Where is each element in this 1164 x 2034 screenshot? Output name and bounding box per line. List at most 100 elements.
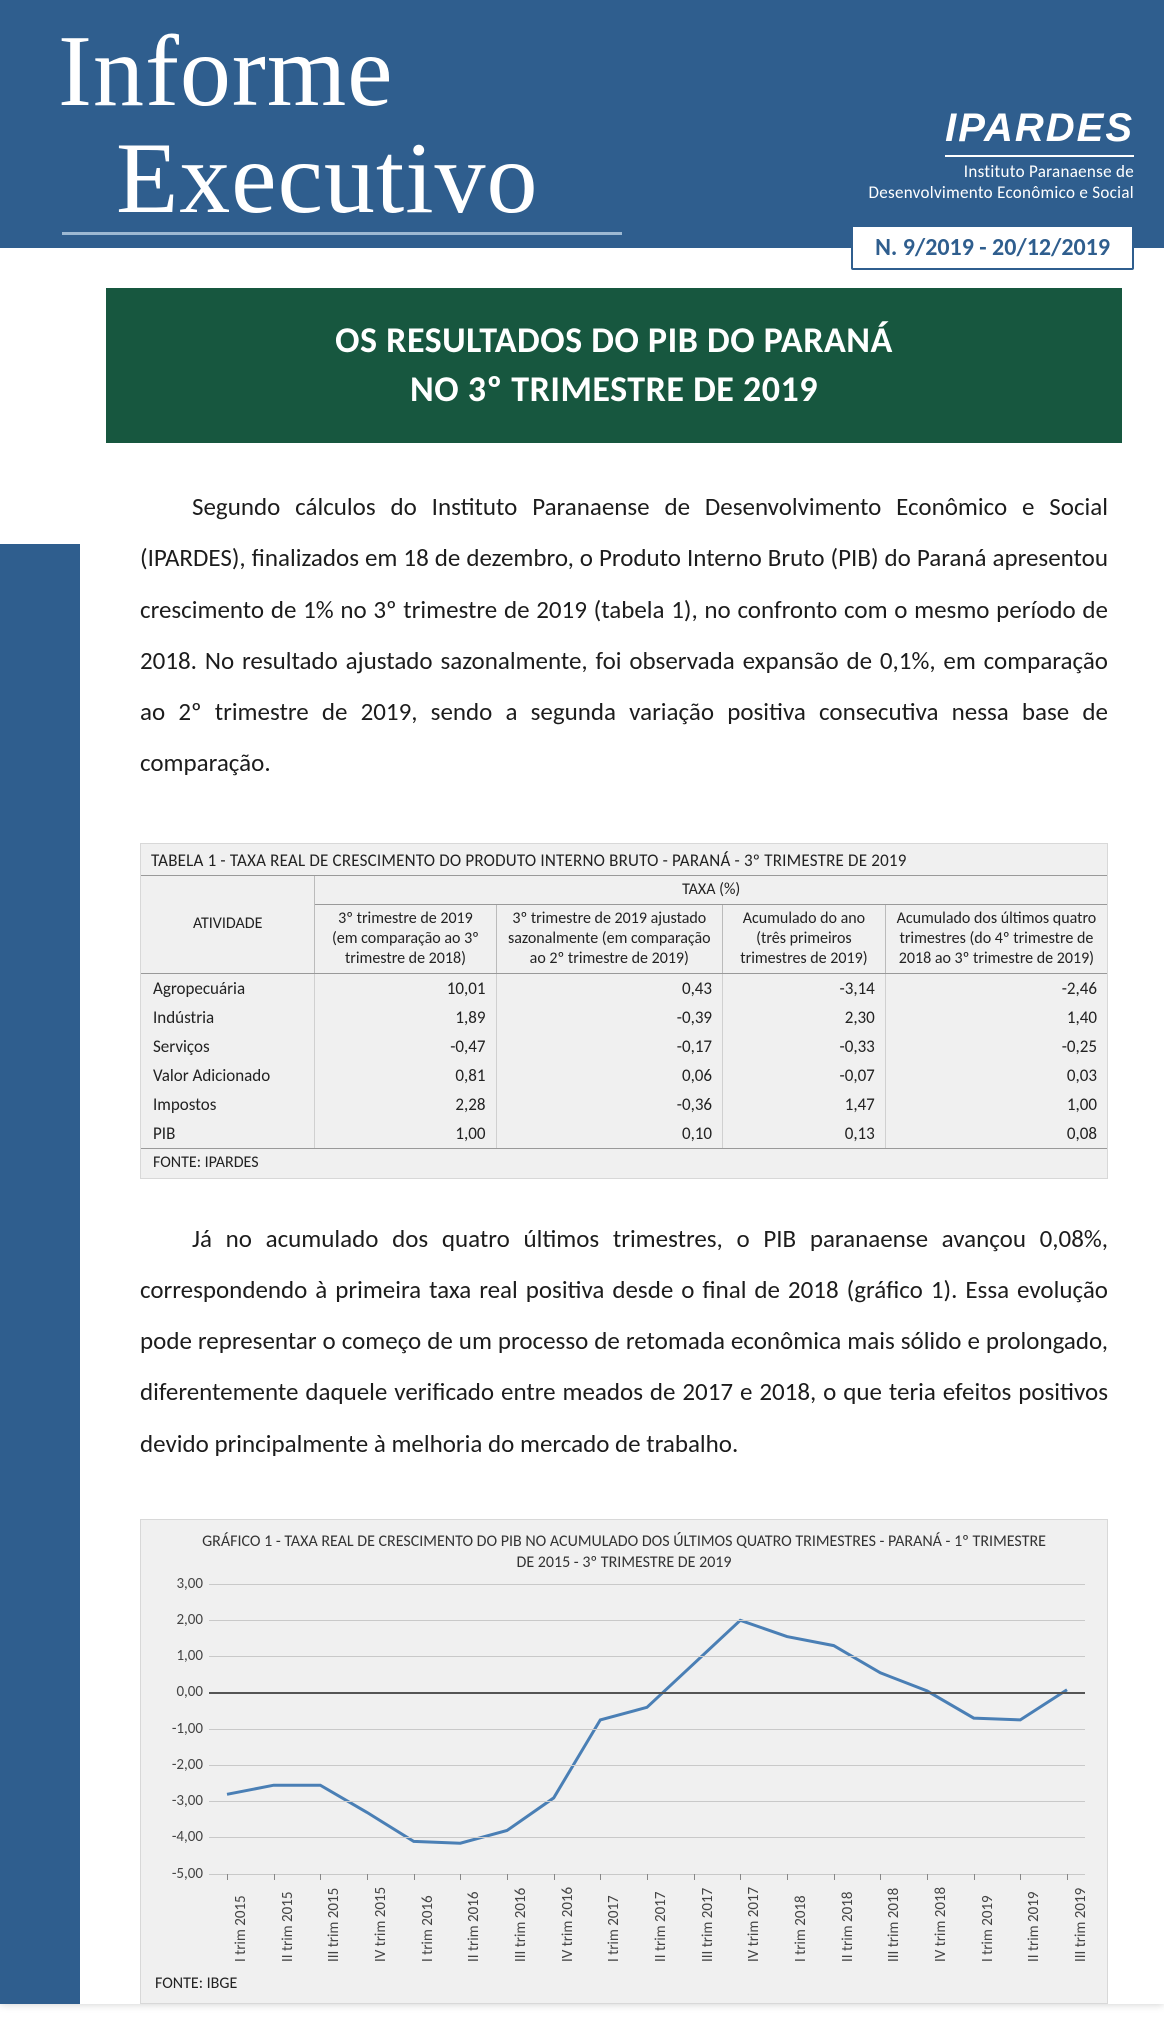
row-activity: Impostos bbox=[141, 1090, 315, 1119]
chart-y-label: -1,00 bbox=[157, 1720, 203, 1738]
chart-x-label: I trim 2018 bbox=[792, 1895, 796, 1962]
chart-x-tick bbox=[974, 1874, 975, 1880]
chart-series-line bbox=[227, 1620, 1067, 1843]
row-value: 0,03 bbox=[885, 1061, 1107, 1090]
row-value: -0,39 bbox=[496, 1003, 723, 1032]
chart-x-tick bbox=[554, 1874, 555, 1880]
th-group: TAXA (%) bbox=[315, 876, 1107, 905]
table-row: Valor Adicionado0,810,06-0,070,03 bbox=[141, 1061, 1107, 1090]
chart-x-axis: I trim 2015II trim 2015III trim 2015IV t… bbox=[209, 1874, 1085, 1966]
row-value: -0,25 bbox=[885, 1032, 1107, 1061]
row-value: 1,40 bbox=[885, 1003, 1107, 1032]
chart-x-tick bbox=[507, 1874, 508, 1880]
content: OS RESULTADOS DO PIB DO PARANÁ NO 3º TRI… bbox=[80, 288, 1164, 2004]
chart-source: FONTE: IBGE bbox=[155, 1966, 1093, 1993]
row-value: 2,30 bbox=[723, 1003, 886, 1032]
row-activity: Indústria bbox=[141, 1003, 315, 1032]
masthead-line1: Informe bbox=[58, 18, 539, 125]
row-value: -0,07 bbox=[723, 1061, 886, 1090]
chart-x-tick bbox=[274, 1874, 275, 1880]
th-col-3: Acumulado dos últimos quatro trimestres … bbox=[885, 904, 1107, 973]
page-title-line2: NO 3º TRIMESTRE DE 2019 bbox=[410, 367, 818, 411]
chart-y-label: 0,00 bbox=[157, 1683, 203, 1701]
chart-x-tick bbox=[414, 1874, 415, 1880]
chart-y-label: -3,00 bbox=[157, 1792, 203, 1810]
chart-x-label: II trim 2019 bbox=[1025, 1891, 1029, 1961]
chart-x-label: III trim 2019 bbox=[1072, 1887, 1076, 1961]
chart-1: GRÁFICO 1 - TAXA REAL DE CRESCIMENTO DO … bbox=[140, 1519, 1108, 2004]
table-row: PIB1,000,100,130,08 bbox=[141, 1119, 1107, 1149]
row-value: 2,28 bbox=[315, 1090, 496, 1119]
row-activity: Serviços bbox=[141, 1032, 315, 1061]
chart-x-tick bbox=[880, 1874, 881, 1880]
th-col-0: 3º trimestre de 2019 (em comparação ao 3… bbox=[315, 904, 496, 973]
row-activity: PIB bbox=[141, 1119, 315, 1149]
row-value: 1,00 bbox=[885, 1090, 1107, 1119]
row-value: -0,33 bbox=[723, 1032, 886, 1061]
row-value: 1,89 bbox=[315, 1003, 496, 1032]
chart-x-label: III trim 2016 bbox=[512, 1887, 516, 1961]
page-title-line1: OS RESULTADOS DO PIB DO PARANÁ bbox=[335, 318, 893, 362]
row-value: -0,17 bbox=[496, 1032, 723, 1061]
chart-x-tick bbox=[647, 1874, 648, 1880]
chart-y-label: 3,00 bbox=[157, 1575, 203, 1593]
chart-x-label: IV trim 2015 bbox=[372, 1886, 376, 1961]
body-paragraph-2: Já no acumulado dos quatro últimos trime… bbox=[140, 1213, 1108, 1469]
row-value: 0,81 bbox=[315, 1061, 496, 1090]
row-value: 0,06 bbox=[496, 1061, 723, 1090]
chart-x-label: IV trim 2016 bbox=[559, 1886, 563, 1961]
chart-x-label: I trim 2016 bbox=[419, 1895, 423, 1962]
chart-gridline bbox=[209, 1801, 1085, 1802]
body-paragraph-1-wrap: Segundo cálculos do Instituto Paranaense… bbox=[80, 443, 1164, 827]
chart-gridline bbox=[209, 1729, 1085, 1730]
masthead-underline bbox=[62, 232, 622, 235]
chart-gridline bbox=[209, 1656, 1085, 1657]
chart-x-label: I trim 2019 bbox=[979, 1895, 983, 1962]
row-value: -3,14 bbox=[723, 973, 886, 1003]
chart-x-tick bbox=[600, 1874, 601, 1880]
masthead-line2: Executivo bbox=[58, 125, 539, 232]
row-value: 0,10 bbox=[496, 1119, 723, 1149]
chart-x-tick bbox=[1067, 1874, 1068, 1880]
th-col-2: Acumulado do ano (três primeiros trimest… bbox=[723, 904, 886, 973]
chart-x-tick bbox=[740, 1874, 741, 1880]
chart-x-label: II trim 2018 bbox=[839, 1891, 843, 1961]
header: Informe Executivo IPARDES Instituto Para… bbox=[0, 0, 1164, 252]
masthead: Informe Executivo bbox=[58, 18, 539, 232]
row-value: -0,36 bbox=[496, 1090, 723, 1119]
body-paragraph-2-wrap: Já no acumulado dos quatro últimos trime… bbox=[80, 1191, 1164, 1507]
ipardes-sub1: Instituto Paranaense de bbox=[868, 161, 1134, 182]
table-row: Serviços-0,47-0,17-0,33-0,25 bbox=[141, 1032, 1107, 1061]
title-band: OS RESULTADOS DO PIB DO PARANÁ NO 3º TRI… bbox=[106, 288, 1122, 443]
chart-x-tick bbox=[1020, 1874, 1021, 1880]
table-caption: TABELA 1 - TAXA REAL DE CRESCIMENTO DO P… bbox=[141, 844, 1107, 876]
table-source: FONTE: IPARDES bbox=[141, 1149, 1107, 1178]
chart-caption: GRÁFICO 1 - TAXA REAL DE CRESCIMENTO DO … bbox=[155, 1530, 1093, 1584]
chart-x-label: I trim 2017 bbox=[605, 1895, 609, 1962]
table-1: TABELA 1 - TAXA REAL DE CRESCIMENTO DO P… bbox=[140, 843, 1108, 1179]
chart-x-label: III trim 2018 bbox=[885, 1887, 889, 1961]
chart-y-label: -4,00 bbox=[157, 1828, 203, 1846]
chart-x-tick bbox=[694, 1874, 695, 1880]
chart-gridline bbox=[209, 1584, 1085, 1585]
ipardes-block: IPARDES Instituto Paranaense de Desenvol… bbox=[868, 106, 1134, 204]
page: Informe Executivo IPARDES Instituto Para… bbox=[0, 0, 1164, 2004]
row-activity: Valor Adicionado bbox=[141, 1061, 315, 1090]
ipardes-sub2: Desenvolvimento Econômico e Social bbox=[868, 182, 1134, 203]
chart-x-label: II trim 2017 bbox=[652, 1891, 656, 1961]
chart-y-label: -2,00 bbox=[157, 1756, 203, 1774]
chart-zero-line bbox=[209, 1692, 1085, 1694]
chart-x-label: IV trim 2017 bbox=[745, 1886, 749, 1961]
chart-gridline bbox=[209, 1620, 1085, 1621]
table-data: ATIVIDADE TAXA (%) 3º trimestre de 2019 … bbox=[141, 876, 1107, 1149]
row-value: 0,43 bbox=[496, 973, 723, 1003]
chart-x-label: IV trim 2018 bbox=[932, 1886, 936, 1961]
chart-x-tick bbox=[787, 1874, 788, 1880]
row-value: 1,00 bbox=[315, 1119, 496, 1149]
chart-x-tick bbox=[927, 1874, 928, 1880]
left-rail bbox=[0, 544, 80, 2004]
chart-x-tick bbox=[320, 1874, 321, 1880]
table-row: Indústria1,89-0,392,301,40 bbox=[141, 1003, 1107, 1032]
table-row: Agropecuária10,010,43-3,14-2,46 bbox=[141, 973, 1107, 1003]
chart-gridline bbox=[209, 1765, 1085, 1766]
